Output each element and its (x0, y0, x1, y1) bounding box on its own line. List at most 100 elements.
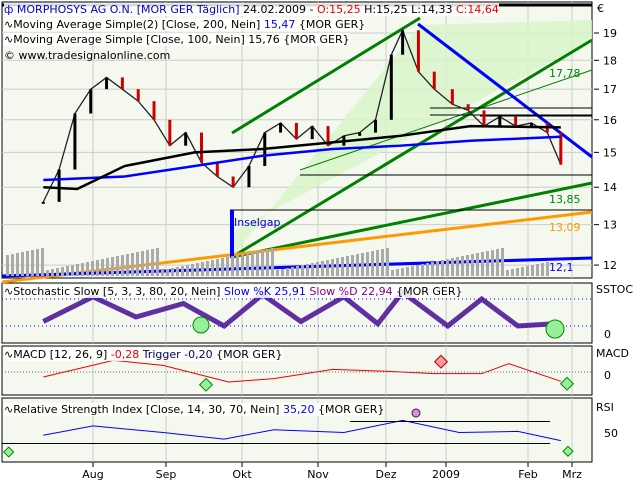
volume-bar (246, 253, 249, 276)
volume-bar (281, 269, 284, 276)
volume-bar (46, 270, 49, 276)
macd-line (43, 359, 561, 383)
series-ma200 (43, 135, 561, 182)
candle (199, 132, 203, 163)
date: 24.02.2009 (243, 3, 306, 16)
volume-bar (76, 264, 79, 276)
volume-bar (406, 267, 409, 276)
ma100-feed: {MOR GER} (283, 33, 350, 46)
y-tick-label: 13 (603, 219, 617, 232)
level-label-1: 17,78 (549, 67, 581, 80)
high: H:15,25 (364, 3, 408, 16)
candle (247, 166, 251, 188)
y-tick-label: 16 (603, 114, 617, 127)
volume-bar (216, 259, 219, 276)
volume-bar (501, 248, 504, 276)
candle (450, 89, 454, 105)
header-legend: ф MORPHOSYS AG O.N. [MOR GER Täglich] 24… (4, 3, 499, 16)
candle (120, 77, 124, 90)
stoch-feed: {MOR GER} (396, 285, 463, 298)
stoch-tick: 0 (604, 328, 611, 341)
candle (294, 122, 298, 140)
volume-bar (16, 253, 19, 276)
series-ma100 (43, 124, 561, 191)
volume-bar (511, 269, 514, 276)
volume-bar (176, 267, 179, 276)
volume-bar (546, 262, 549, 276)
volume-bar (416, 265, 419, 276)
volume-bar (96, 260, 99, 276)
volume-bar (296, 266, 299, 276)
volume-bar (166, 269, 169, 276)
volume-bar (456, 257, 459, 276)
volume-bar (481, 252, 484, 276)
volume-bar (326, 260, 329, 276)
volume-bar (521, 267, 524, 276)
volume-bar (186, 265, 189, 276)
x-tick-label: 2009 (432, 468, 460, 480)
rsi-legend: ∿Relative Strength Index [Close, 14, 30,… (4, 403, 385, 416)
volume-bar (91, 261, 94, 276)
volume-bar (361, 253, 364, 276)
volume-bar (146, 250, 149, 276)
wave-icon: ∿ (4, 18, 14, 31)
x-tick-label: Mrz (562, 468, 582, 480)
candle (326, 126, 330, 146)
candle (432, 71, 436, 90)
volume-bar (106, 258, 109, 276)
stoch-d: Slow %D 22,94 (309, 285, 393, 298)
volume-bar (436, 261, 439, 276)
macd-legend: ∿MACD [12, 26, 9] -0,28 Trigger -0,20 {M… (4, 348, 283, 361)
volume-bar (121, 255, 124, 276)
volume-bar (221, 258, 224, 276)
volume-bar (516, 268, 519, 276)
volume-bar (356, 254, 359, 276)
macd-value: -0,28 (110, 348, 140, 361)
inselgap-marker (230, 210, 234, 258)
close: C:14,64 (455, 3, 499, 16)
series-close (42, 28, 562, 203)
candle (374, 119, 377, 133)
candle (215, 162, 219, 177)
candle (279, 122, 283, 133)
volume-bar (266, 249, 269, 276)
macd-axis-title: MACD (596, 347, 629, 360)
symbol: MORPHOSYS AG O.N. (16, 3, 134, 16)
currency-label: € (597, 2, 604, 15)
volume-bar (251, 252, 254, 276)
volume-bar (476, 253, 479, 276)
bar-icon: ф (4, 3, 14, 16)
volume-bar (236, 255, 239, 276)
volume-bar (86, 262, 89, 276)
volume-bar (136, 252, 139, 276)
x-tick-label: Nov (307, 468, 329, 480)
volume-bar (196, 263, 199, 276)
volume-bar (21, 252, 24, 276)
stoch-k: Slow %K 25,91 (223, 285, 306, 298)
volume-bar (396, 269, 399, 276)
macd-buy-marker (198, 377, 214, 392)
rsi-line (43, 419, 561, 442)
ma100-value: 15,76 (248, 33, 280, 46)
volume-bar (431, 262, 434, 276)
volume-bar (31, 250, 34, 276)
candle (358, 132, 362, 136)
volume-bar (211, 260, 214, 276)
volume-bar (156, 248, 159, 276)
volume-bar (261, 250, 264, 276)
volume-bar (241, 254, 244, 276)
volume-bar (231, 256, 234, 276)
volume-bar (461, 256, 464, 276)
level-label-4: 12,1 (549, 261, 574, 274)
volume-bar (81, 263, 84, 276)
low: L:14,33 (411, 3, 453, 16)
ma200-feed: {MOR GER} (298, 18, 366, 31)
y-tick-label: 19 (603, 27, 617, 40)
candle (136, 89, 140, 102)
volume-bar (171, 268, 174, 276)
volume-bar (141, 251, 144, 276)
volume-bar (426, 263, 429, 276)
volume-bar (201, 262, 204, 276)
volume-bar (286, 268, 289, 276)
